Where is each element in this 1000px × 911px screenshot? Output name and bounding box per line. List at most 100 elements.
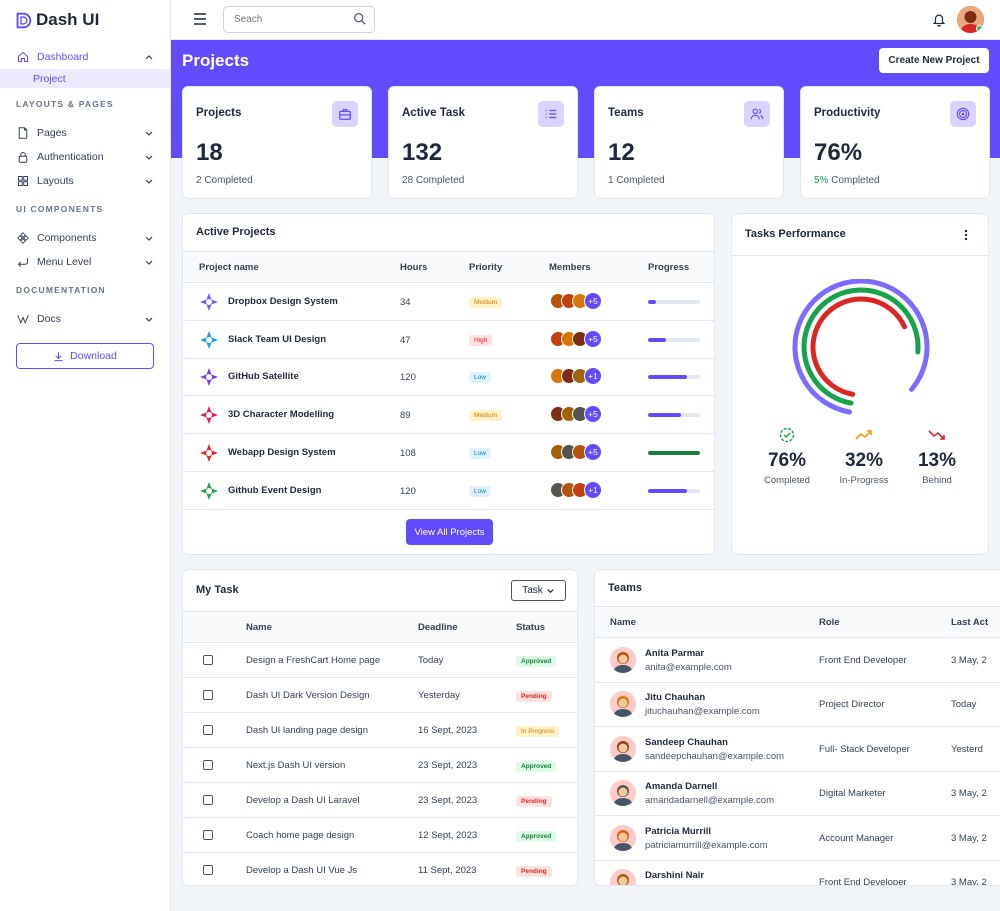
more-members-badge[interactable]: +5 bbox=[584, 329, 602, 348]
project-hours: 120 bbox=[400, 372, 416, 384]
task-checkbox[interactable] bbox=[203, 760, 213, 770]
team-member-avatar[interactable] bbox=[610, 647, 636, 673]
col-deadline: Deadline bbox=[418, 622, 458, 633]
project-name[interactable]: 3D Character Modelling bbox=[228, 409, 335, 421]
project-name[interactable]: Slack Team UI Design bbox=[228, 333, 327, 345]
team-member-avatar[interactable] bbox=[610, 869, 636, 885]
perf-in-progress-label: In-Progress bbox=[839, 475, 889, 486]
project-members[interactable]: +5 bbox=[550, 405, 602, 424]
project-hours: 120 bbox=[400, 485, 416, 497]
stat-sub: 1 Completed bbox=[608, 175, 665, 186]
project-members[interactable]: +1 bbox=[550, 367, 602, 386]
team-member-avatar[interactable] bbox=[610, 735, 636, 762]
user-avatar[interactable] bbox=[957, 6, 984, 33]
project-name[interactable]: GitHub Satellite bbox=[228, 371, 299, 383]
stat-value: 12 bbox=[608, 139, 635, 166]
project-row[interactable]: Dropbox Design System 34 Medium +5 bbox=[183, 283, 714, 321]
task-checkbox[interactable] bbox=[203, 865, 213, 875]
task-checkbox[interactable] bbox=[203, 655, 213, 665]
more-members-badge[interactable]: +5 bbox=[584, 405, 602, 424]
bell-icon[interactable] bbox=[932, 12, 946, 27]
more-members-badge[interactable]: +1 bbox=[584, 367, 602, 386]
menu-icon[interactable] bbox=[193, 13, 207, 25]
perf-in-progress-value: 32% bbox=[844, 450, 884, 471]
lock-icon bbox=[16, 150, 30, 164]
project-members[interactable]: +5 bbox=[550, 329, 602, 348]
team-member-avatar[interactable] bbox=[610, 824, 636, 851]
create-new-project-button[interactable]: Create New Project bbox=[879, 48, 989, 73]
more-members-badge[interactable]: +5 bbox=[584, 292, 602, 310]
more-members-badge[interactable]: +5 bbox=[584, 442, 602, 461]
task-filter-select[interactable]: Task bbox=[511, 580, 566, 601]
team-member-name: Sandeep Chauhan bbox=[645, 736, 728, 748]
project-row[interactable]: Slack Team UI Design 47 High +5 bbox=[183, 321, 714, 359]
more-members-badge[interactable]: +1 bbox=[584, 480, 602, 499]
search-input[interactable] bbox=[223, 6, 375, 33]
team-member-avatar[interactable] bbox=[610, 780, 636, 807]
team-row: Patricia Murrill patriciamurrill@example.… bbox=[595, 816, 1000, 861]
project-members[interactable]: +5 bbox=[550, 292, 602, 310]
priority-badge: Low bbox=[469, 372, 491, 384]
nav-menu-level[interactable]: Menu Level bbox=[0, 250, 170, 274]
search-icon[interactable] bbox=[353, 12, 366, 25]
active-projects-title: Active Projects bbox=[196, 226, 276, 238]
project-row[interactable]: GitHub Satellite 120 Low +1 bbox=[183, 358, 714, 397]
task-checkbox[interactable] bbox=[203, 690, 213, 700]
project-members[interactable]: +1 bbox=[550, 480, 602, 499]
stat-sub-text: Completed bbox=[828, 175, 880, 186]
brand[interactable]: Dash UI bbox=[0, 0, 170, 40]
progress-bar bbox=[648, 413, 700, 418]
nav-menu-level-label: Menu Level bbox=[37, 256, 92, 268]
project-name[interactable]: Webapp Design System bbox=[228, 446, 336, 458]
stat-card-projects: Projects 18 2 Completed bbox=[182, 86, 372, 199]
perf-completed-label: Completed bbox=[764, 475, 810, 486]
progress-bar bbox=[648, 450, 700, 455]
more-vertical-icon[interactable] bbox=[960, 228, 972, 242]
perf-completed-value: 76% bbox=[767, 450, 807, 471]
team-member-last-activity: 3 May, 2 bbox=[951, 788, 987, 800]
task-checkbox[interactable] bbox=[203, 725, 213, 735]
section-layouts: LAYOUTS & PAGES bbox=[16, 99, 114, 109]
stat-title: Projects bbox=[196, 107, 242, 119]
team-member-email: jituchauhan@example.com bbox=[645, 706, 760, 718]
view-all-projects-button[interactable]: View All Projects bbox=[406, 519, 493, 545]
nav-dashboard[interactable]: Dashboard bbox=[0, 45, 170, 69]
team-member-last-activity: 3 May, 2 bbox=[951, 832, 987, 844]
active-projects-card: Active Projects Project name Hours Prior… bbox=[182, 213, 715, 555]
team-member-role: Full- Stack Developer bbox=[819, 743, 910, 755]
perf-in-progress: 32% In-Progress bbox=[829, 427, 899, 486]
project-row[interactable]: 3D Character Modelling 89 Medium +5 bbox=[183, 396, 714, 435]
team-member-avatar[interactable] bbox=[610, 691, 636, 718]
trending-up-icon bbox=[855, 430, 872, 440]
project-row[interactable]: Github Event Design 120 Low +1 bbox=[183, 472, 714, 510]
my-task-header: Name Deadline Status bbox=[183, 611, 577, 643]
col-task-name: Name bbox=[246, 622, 272, 633]
perf-completed: 76% Completed bbox=[752, 427, 822, 486]
list-icon bbox=[538, 101, 564, 127]
nav-components[interactable]: Components bbox=[0, 226, 170, 250]
project-name[interactable]: Dropbox Design System bbox=[228, 296, 338, 307]
nav-docs[interactable]: Docs bbox=[0, 307, 170, 331]
team-member-last-activity: 3 May, 2 bbox=[951, 877, 987, 886]
task-row: Develop a Dash UI Laravel 23 Sept, 2023 Pe… bbox=[183, 783, 577, 818]
nav-project[interactable]: Project bbox=[0, 69, 170, 88]
progress-bar bbox=[648, 375, 700, 380]
project-members[interactable]: +5 bbox=[550, 442, 602, 461]
nav-pages[interactable]: Pages bbox=[0, 121, 170, 145]
project-name[interactable]: Github Event Design bbox=[228, 484, 322, 496]
perf-behind-value: 13% bbox=[917, 450, 957, 471]
task-row: Develop a Dash UI Vue Js 11 Sept, 2023 Pen… bbox=[183, 853, 577, 885]
nav-authentication[interactable]: Authentication bbox=[0, 145, 170, 169]
download-button[interactable]: Download bbox=[16, 343, 154, 369]
nav-layouts[interactable]: Layouts bbox=[0, 169, 170, 193]
users-icon bbox=[744, 101, 770, 127]
team-member-email: anita@example.com bbox=[645, 662, 732, 673]
task-checkbox[interactable] bbox=[203, 795, 213, 805]
project-row[interactable]: Webapp Design System 108 Low +5 bbox=[183, 434, 714, 472]
nav-pages-label: Pages bbox=[37, 127, 67, 139]
col-team-name: Name bbox=[610, 617, 636, 628]
project-logo-icon bbox=[199, 367, 219, 387]
task-checkbox[interactable] bbox=[203, 830, 213, 840]
home-icon bbox=[16, 50, 30, 64]
task-filter-value: Task bbox=[522, 585, 543, 596]
